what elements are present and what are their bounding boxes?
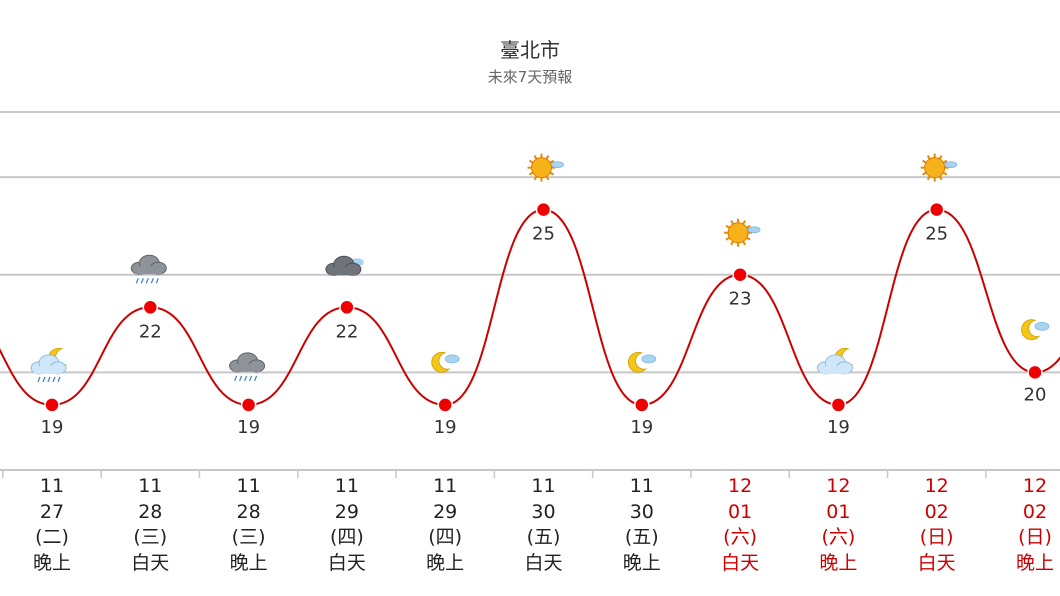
sun-icon [724, 218, 761, 247]
x-label-day: 02 [1022, 500, 1048, 523]
x-label-weekday: (五) [624, 526, 659, 548]
x-label-period: 白天 [721, 551, 760, 574]
chart-subtitle: 未來7天預報 [487, 68, 573, 86]
x-label-day: 28 [138, 500, 163, 523]
x-label-weekday: (三) [133, 526, 168, 548]
x-label-month: 12 [826, 475, 851, 497]
temperature-line [0, 208, 1060, 406]
x-label-period: 白天 [327, 551, 366, 574]
data-point [732, 266, 748, 283]
data-label: 19 [41, 417, 64, 438]
data-point [535, 201, 552, 218]
grid-layer [0, 111, 1060, 478]
data-label: 25 [532, 224, 555, 245]
x-label-weekday: (五) [526, 526, 561, 548]
data-label: 19 [434, 417, 457, 438]
x-label-weekday: (三) [231, 526, 266, 548]
data-label: 19 [827, 417, 850, 438]
x-label-month: 11 [629, 475, 654, 497]
rain-cloud-icon [229, 352, 266, 382]
data-point [240, 397, 257, 413]
data-point [830, 397, 847, 413]
weather-icon-layer [30, 153, 1050, 383]
data-point-layer [44, 201, 1043, 413]
x-label-month: 11 [433, 475, 458, 497]
x-tick-label: 11 29 (四) 白天 [298, 474, 396, 576]
x-label-weekday: (二) [35, 526, 69, 548]
x-label-weekday: (四) [428, 526, 463, 548]
x-label-weekday: (六) [723, 526, 757, 548]
x-label-period: 晚上 [426, 551, 465, 574]
x-tick-label: 11 28 (三) 白天 [101, 474, 199, 576]
x-tick-label: 11 30 (五) 晚上 [593, 474, 691, 576]
dark-cloud-icon [325, 255, 364, 276]
x-label-period: 晚上 [819, 551, 858, 574]
cloudy-rain-night-icon [30, 347, 68, 383]
x-tick-label: 12 01 (六) 白天 [691, 474, 789, 576]
x-label-period: 晚上 [1015, 551, 1054, 574]
x-label-period: 白天 [917, 551, 956, 574]
x-tick-label: 11 27 (二) 晚上 [3, 474, 101, 576]
x-label-month: 12 [728, 475, 753, 497]
x-label-month: 12 [924, 475, 949, 497]
x-label-period: 白天 [131, 551, 170, 574]
data-point [142, 299, 159, 316]
data-point [1027, 364, 1043, 381]
x-tick-label: 12 02 (日) 晚上 [986, 474, 1060, 576]
x-label-weekday: (四) [329, 526, 364, 548]
x-tick-label: 11 28 (三) 晚上 [200, 474, 298, 576]
x-tick-label: 12 02 (日) 白天 [888, 474, 986, 576]
x-label-period: 晚上 [229, 551, 268, 574]
chart-title: 臺北市 [500, 38, 560, 62]
x-label-month: 11 [138, 475, 163, 497]
sun-icon [527, 153, 564, 182]
x-tick-label: 11 30 (五) 白天 [495, 474, 593, 576]
x-label-day: 01 [728, 500, 753, 523]
data-label: 22 [139, 321, 162, 342]
x-label-weekday: (日) [919, 526, 954, 548]
x-label-day: 02 [924, 500, 949, 523]
x-label-day: 30 [531, 500, 556, 523]
sun-icon [920, 153, 958, 182]
data-label: 23 [729, 289, 752, 310]
x-tick-label: 11 29 (四) 晚上 [396, 474, 494, 576]
data-point [437, 397, 453, 413]
x-label-day: 29 [433, 500, 458, 523]
x-label-month: 11 [236, 475, 261, 497]
data-label: 22 [335, 321, 358, 342]
x-label-day: 27 [39, 500, 65, 523]
data-point [44, 397, 60, 413]
x-label-day: 29 [334, 500, 359, 523]
x-label-month: 11 [531, 475, 556, 497]
x-label-month: 12 [1022, 475, 1048, 497]
x-label-weekday: (六) [821, 526, 856, 548]
data-label: 25 [925, 224, 948, 245]
rain-cloud-icon [130, 254, 167, 284]
x-label-day: 30 [629, 500, 654, 523]
data-label-layer: 19 22 19 22 19 25 19 23 19 25 20 [41, 224, 1047, 438]
data-label: 19 [237, 417, 260, 438]
cloudy-night-icon [816, 347, 854, 375]
x-label-period: 白天 [524, 551, 563, 574]
data-point [634, 397, 650, 413]
moon-cloud-icon [1021, 319, 1050, 341]
x-label-weekday: (日) [1018, 526, 1052, 548]
moon-cloud-icon [431, 351, 460, 373]
x-label-period: 晚上 [32, 551, 71, 574]
x-label-period: 晚上 [622, 551, 661, 574]
data-label: 20 [1024, 384, 1047, 405]
x-label-day: 28 [236, 500, 261, 523]
moon-cloud-icon [627, 351, 657, 373]
x-label-month: 11 [334, 475, 359, 497]
data-point [928, 201, 945, 218]
x-label-month: 11 [39, 475, 65, 497]
data-label: 19 [630, 417, 653, 438]
x-tick-label: 12 01 (六) 晚上 [789, 474, 887, 576]
x-label-day: 01 [826, 500, 851, 523]
data-point [339, 299, 355, 316]
